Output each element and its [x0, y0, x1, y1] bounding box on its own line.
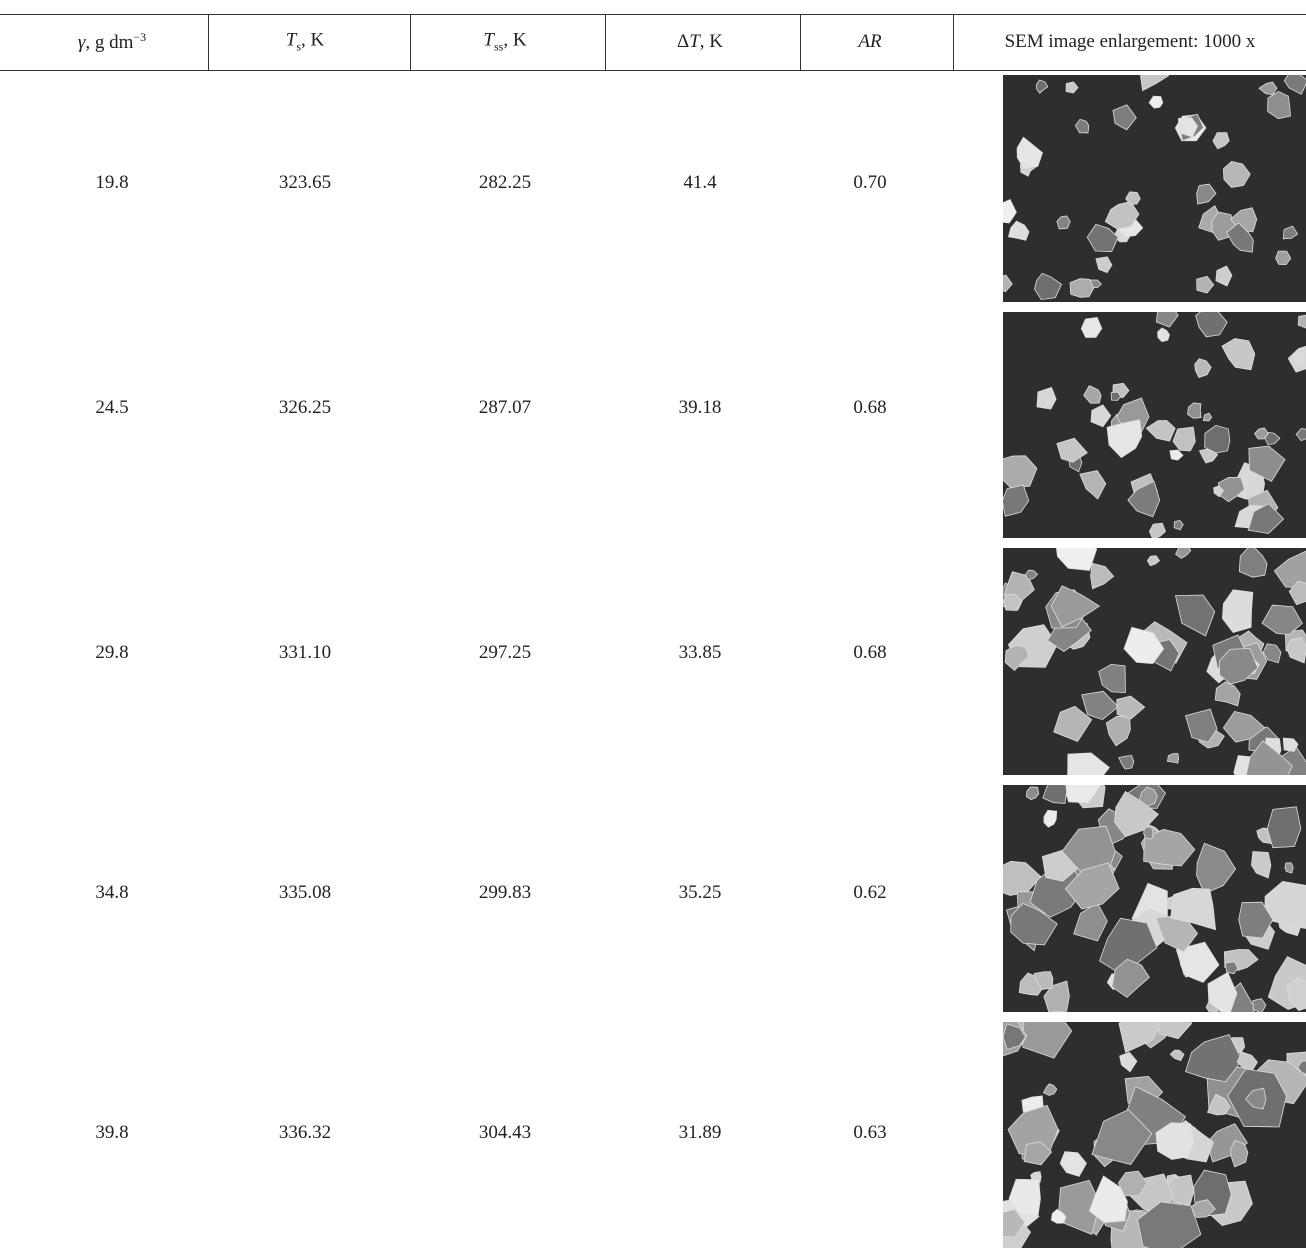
symbol: γ	[78, 32, 86, 53]
table-cell: 39.18	[679, 397, 722, 419]
exponent: −3	[133, 30, 146, 44]
crystal	[1070, 279, 1094, 298]
sem-image	[1003, 75, 1306, 302]
column-divider	[410, 14, 411, 70]
column-divider	[800, 14, 801, 70]
table-cell: 323.65	[279, 172, 331, 194]
symbol: T	[689, 31, 700, 52]
symbol: AR	[858, 31, 881, 52]
table-cell: 0.68	[853, 397, 886, 419]
header-cell: Ts, K	[286, 30, 324, 55]
table-cell: 335.08	[279, 882, 331, 904]
unit: , K	[503, 30, 526, 51]
unit: , K	[301, 30, 324, 51]
symbol: T	[483, 30, 494, 51]
column-divider	[953, 14, 954, 70]
table-cell: 24.5	[95, 397, 128, 419]
table-cell: 287.07	[479, 397, 531, 419]
table-cell: 0.63	[853, 1122, 886, 1144]
crystal	[1167, 754, 1178, 764]
table-cell: 41.4	[683, 172, 716, 194]
header-cell: AR	[858, 31, 881, 53]
symbol: Δ	[677, 31, 689, 52]
column-divider	[208, 14, 209, 70]
header-rule	[0, 70, 1306, 71]
table-cell: 34.8	[95, 882, 128, 904]
table-cell: 0.62	[853, 882, 886, 904]
table-cell: 299.83	[479, 882, 531, 904]
crystal	[1267, 807, 1301, 848]
table-cell: 29.8	[95, 642, 128, 664]
table-cell: 282.25	[479, 172, 531, 194]
table-cell: 0.68	[853, 642, 886, 664]
image-background	[1003, 75, 1306, 302]
unit: , g dm	[85, 32, 133, 53]
crystal	[1285, 863, 1293, 873]
symbol: T	[286, 30, 297, 51]
table-cell: 326.25	[279, 397, 331, 419]
unit: , K	[700, 31, 723, 52]
sem-image	[1003, 312, 1306, 538]
sem-image	[1003, 785, 1306, 1012]
crystal	[1295, 353, 1304, 363]
subscript: ss	[494, 39, 503, 53]
table-cell: 39.8	[95, 1122, 128, 1144]
table-cell: 304.43	[479, 1122, 531, 1144]
table-cell: 33.85	[679, 642, 722, 664]
column-divider	[605, 14, 606, 70]
sem-image	[1003, 1022, 1306, 1248]
table-cell: 331.10	[279, 642, 331, 664]
table-cell: 0.70	[853, 172, 886, 194]
header-cell: Tss, K	[483, 30, 526, 55]
sem-image	[1003, 548, 1306, 775]
table-cell: 336.32	[279, 1122, 331, 1144]
table-cell: 19.8	[95, 172, 128, 194]
header-cell: γ, g dm−3	[78, 30, 146, 54]
table-cell: 35.25	[679, 882, 722, 904]
table-cell: 297.25	[479, 642, 531, 664]
header-cell: ΔT, K	[677, 31, 723, 53]
table-cell: 31.89	[679, 1122, 722, 1144]
page: γ, g dm−3 Ts, K Tss, K ΔT, K AR SEM imag…	[0, 0, 1306, 1248]
label: SEM image enlargement: 1000 x	[1005, 31, 1256, 52]
header-cell: SEM image enlargement: 1000 x	[1005, 31, 1256, 53]
top-rule	[0, 14, 1306, 15]
